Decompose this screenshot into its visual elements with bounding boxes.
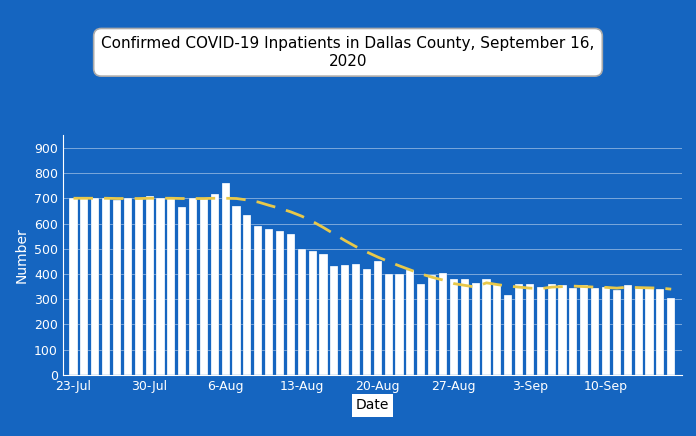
Bar [385,274,393,375]
Bar [80,198,88,375]
Bar [667,298,675,375]
Bar [569,288,578,375]
Bar [482,279,491,375]
Bar [439,273,447,375]
Bar [591,288,599,375]
Bar [374,261,382,375]
Bar [308,251,317,375]
Bar [178,207,187,375]
Bar [352,264,360,375]
Bar [548,284,555,375]
Bar [113,200,121,375]
Bar [504,296,512,375]
Bar [645,288,654,375]
Bar [145,196,154,375]
Bar [254,226,262,375]
Text: Confirmed COVID-19 Inpatients in Dallas County, September 16,
2020: Confirmed COVID-19 Inpatients in Dallas … [102,36,594,68]
Bar [428,275,436,375]
Bar [395,274,404,375]
Legend: Confirmed COVID-19 Inpatients, 7-Day Trailing Average: Confirmed COVID-19 Inpatients, 7-Day Tra… [139,434,606,436]
Bar [612,290,621,375]
Bar [211,194,219,375]
Bar [319,254,328,375]
Y-axis label: Number: Number [14,227,29,283]
Bar [298,249,306,375]
Bar [341,265,349,375]
Bar [91,198,100,375]
Bar [624,285,632,375]
Bar [635,288,642,375]
Bar [537,286,545,375]
Bar [363,269,371,375]
Bar [656,289,665,375]
Bar [450,279,458,375]
Bar [602,286,610,375]
Bar [134,198,143,375]
Bar [471,283,480,375]
Bar [232,206,241,375]
Bar [70,198,77,375]
Bar [265,228,274,375]
Bar [461,279,469,375]
Bar [221,183,230,375]
Bar [200,198,208,375]
X-axis label: Date: Date [356,399,389,412]
Bar [526,284,534,375]
Bar [276,231,284,375]
Bar [417,284,425,375]
Bar [558,285,567,375]
Bar [287,234,295,375]
Bar [124,198,132,375]
Bar [189,198,197,375]
Bar [102,198,110,375]
Bar [406,270,415,375]
Bar [493,284,501,375]
Bar [580,285,588,375]
Bar [515,284,523,375]
Bar [330,266,338,375]
Bar [167,198,175,375]
Bar [157,198,164,375]
Bar [244,215,251,375]
